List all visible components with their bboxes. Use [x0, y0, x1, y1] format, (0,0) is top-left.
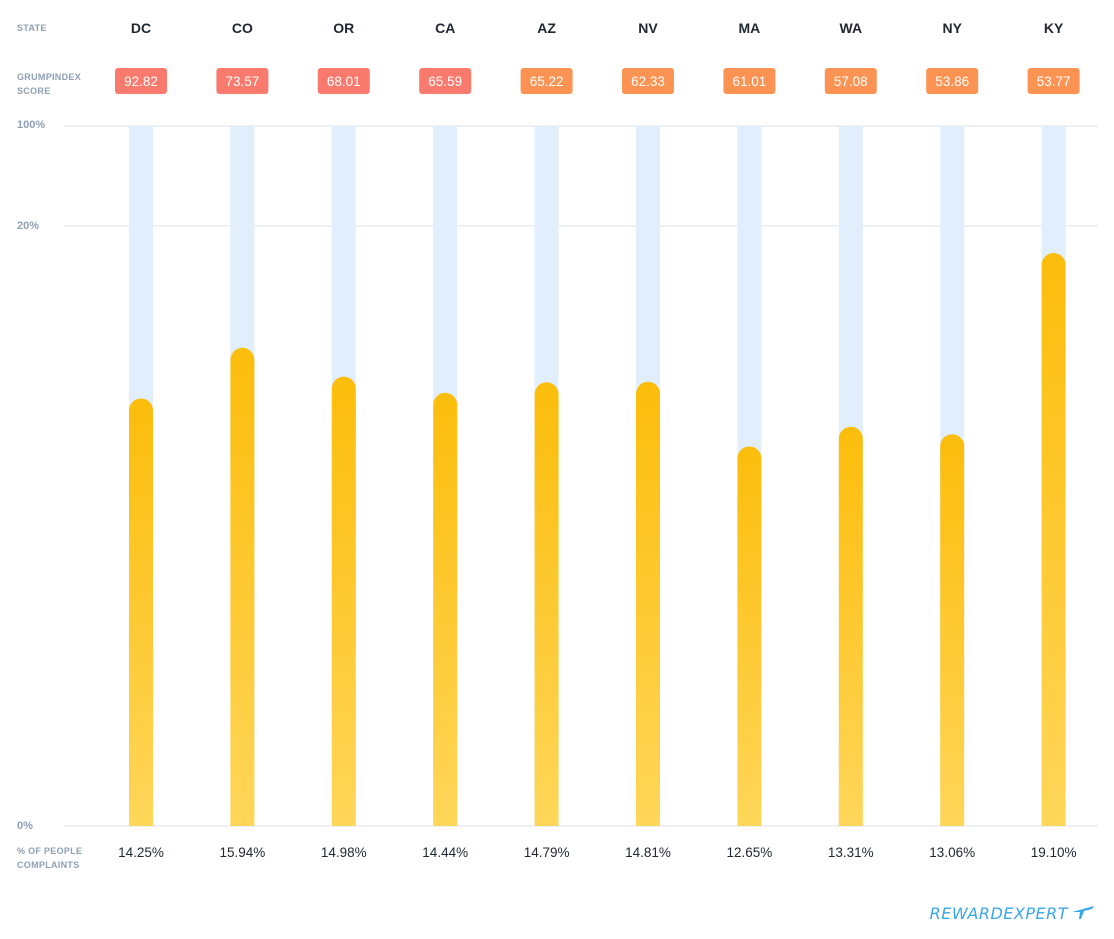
complaints-header-line2: COMPLAINTS	[17, 860, 80, 870]
grumpindex-header-line2: SCORE	[17, 86, 51, 96]
score-badge-az: 65.22	[520, 68, 573, 94]
bar-ca	[433, 392, 458, 826]
score-value-ca: 65.59	[428, 74, 462, 89]
complaints-header-line1: % OF PEOPLE	[17, 846, 83, 856]
score-badge-or: 68.01	[317, 68, 370, 94]
bar-ny	[940, 434, 965, 826]
value-label-dc: 14.25%	[118, 845, 164, 860]
value-label-az: 14.79%	[524, 845, 570, 860]
score-badge-co: 73.57	[216, 68, 269, 94]
brand-text: REWARDEXPERT	[929, 903, 1068, 923]
score-badges: 92.82 73.57 68.01 65.59 65.22 62.33 61.01 57.08…	[115, 68, 1080, 94]
state-label-dc: DC	[131, 20, 151, 36]
score-badge-ny: 53.86	[926, 68, 979, 94]
score-badge-ky: 53.77	[1027, 68, 1080, 94]
score-badge-ca: 65.59	[419, 68, 472, 94]
state-label-ny: NY	[942, 20, 962, 36]
value-label-ma: 12.65%	[727, 845, 773, 860]
state-header: STATE	[17, 23, 47, 33]
score-value-nv: 62.33	[631, 74, 665, 89]
bar-tracks	[129, 126, 1066, 826]
value-label-ny: 13.06%	[929, 845, 975, 860]
score-value-wa: 57.08	[834, 74, 868, 89]
value-label-wa: 13.31%	[828, 845, 874, 860]
value-label-co: 15.94%	[220, 845, 266, 860]
grumpindex-header-line1: GRUMPINDEX	[17, 72, 82, 82]
bar-or	[331, 376, 356, 826]
state-labels: DC CO OR CA AZ NV MA WA NY KY	[131, 20, 1064, 36]
bars	[129, 253, 1066, 826]
score-value-co: 73.57	[226, 74, 260, 89]
score-badge-ma: 61.01	[723, 68, 776, 94]
state-label-ky: KY	[1044, 20, 1064, 36]
bar-dc	[129, 398, 153, 826]
score-value-dc: 92.82	[124, 74, 158, 89]
bar-wa	[838, 426, 863, 826]
score-value-az: 65.22	[530, 74, 564, 89]
state-label-wa: WA	[840, 20, 863, 36]
value-label-or: 14.98%	[321, 845, 367, 860]
state-label-ma: MA	[739, 20, 761, 36]
value-labels: 14.25% 15.94% 14.98% 14.44% 14.79% 14.81% 12.6…	[118, 845, 1076, 860]
score-badge-nv: 62.33	[622, 68, 674, 94]
score-badge-dc: 92.82	[115, 68, 167, 94]
plane-icon	[1070, 901, 1096, 925]
state-label-nv: NV	[638, 20, 658, 36]
y-tick-100: 100%	[17, 119, 46, 131]
bar-az	[534, 382, 559, 826]
value-label-ca: 14.44%	[422, 845, 468, 860]
state-label-or: OR	[333, 20, 354, 36]
score-value-or: 68.01	[327, 74, 361, 89]
bar-ky	[1041, 253, 1066, 826]
y-tick-20: 20%	[17, 220, 40, 232]
score-value-ky: 53.77	[1037, 74, 1071, 89]
y-tick-0: 0%	[17, 820, 33, 832]
brand-logo: REWARDEXPERT	[930, 899, 1096, 927]
bar-co	[230, 347, 255, 826]
state-label-ca: CA	[435, 20, 455, 36]
score-value-ny: 53.86	[935, 74, 969, 89]
value-label-nv: 14.81%	[625, 845, 671, 860]
state-label-co: CO	[232, 20, 253, 36]
value-label-ky: 19.10%	[1031, 845, 1077, 860]
state-label-az: AZ	[537, 20, 556, 36]
bar-nv	[636, 381, 660, 826]
score-badge-wa: 57.08	[824, 68, 877, 94]
bar-ma	[737, 446, 762, 826]
score-value-ma: 61.01	[733, 74, 767, 89]
